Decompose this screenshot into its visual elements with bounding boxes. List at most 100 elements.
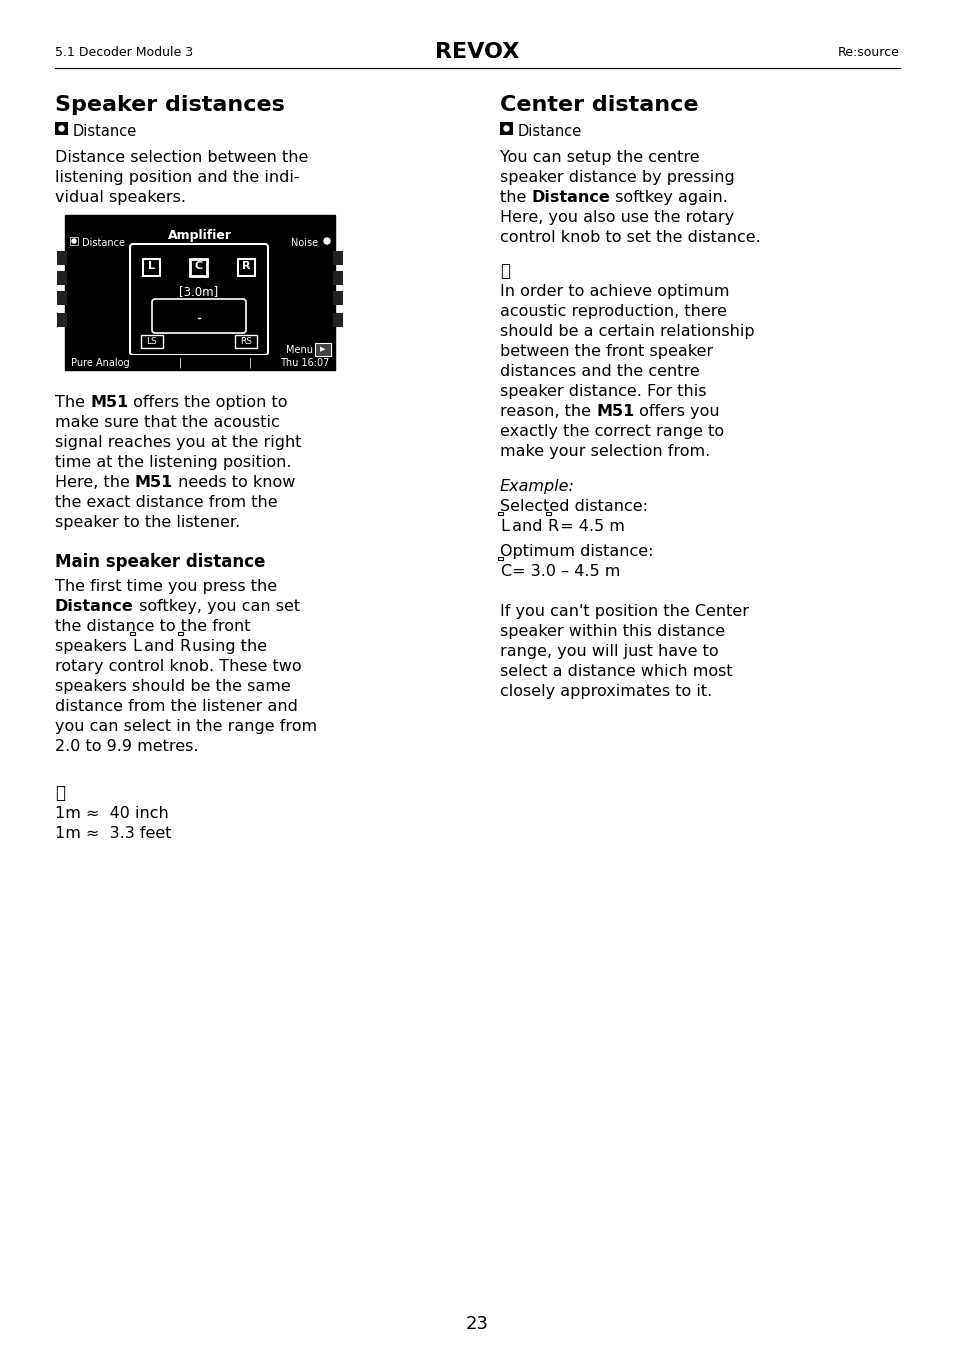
- Text: control knob to set the distance.: control knob to set the distance.: [499, 229, 760, 246]
- Text: using the: using the: [187, 639, 267, 654]
- Text: offers you: offers you: [634, 403, 720, 420]
- Text: 1m ≈  3.3 feet: 1m ≈ 3.3 feet: [55, 826, 172, 840]
- Bar: [234, 335, 256, 348]
- Text: The first time you press the: The first time you press the: [55, 579, 276, 594]
- Text: Amplifier: Amplifier: [168, 229, 232, 241]
- Text: Distance: Distance: [55, 599, 133, 614]
- Text: distances and the centre: distances and the centre: [499, 364, 699, 379]
- Circle shape: [503, 125, 509, 131]
- Bar: [55, 121, 68, 135]
- Circle shape: [324, 237, 330, 244]
- Text: C: C: [499, 564, 511, 579]
- Text: and: and: [139, 639, 179, 654]
- Text: 23: 23: [465, 1315, 488, 1333]
- Bar: [333, 271, 343, 285]
- Text: 1m ≈  40 inch: 1m ≈ 40 inch: [55, 805, 169, 822]
- Text: softkey again.: softkey again.: [610, 190, 727, 205]
- Text: signal reaches you at the right: signal reaches you at the right: [55, 434, 301, 451]
- Text: If you can't position the Center: If you can't position the Center: [499, 604, 748, 619]
- Bar: [70, 237, 78, 246]
- Text: R: R: [547, 519, 558, 534]
- Text: Center distance: Center distance: [499, 94, 698, 115]
- Text: the: the: [499, 190, 531, 205]
- Text: [3.0m]: [3.0m]: [179, 285, 218, 298]
- Text: |: |: [178, 357, 181, 368]
- Circle shape: [71, 239, 76, 243]
- Text: Distance selection between the: Distance selection between the: [55, 150, 308, 165]
- Bar: [333, 251, 343, 264]
- Bar: [130, 631, 135, 635]
- Bar: [333, 313, 343, 326]
- Text: rotary control knob. These two: rotary control knob. These two: [55, 660, 301, 674]
- Text: R: R: [242, 260, 251, 271]
- Text: Here, the: Here, the: [55, 475, 135, 490]
- Text: 5.1 Decoder Module 3: 5.1 Decoder Module 3: [55, 46, 193, 58]
- Text: time at the listening position.: time at the listening position.: [55, 455, 292, 469]
- Bar: [545, 513, 550, 515]
- Bar: [333, 291, 343, 305]
- Text: Main speaker distance: Main speaker distance: [55, 553, 265, 571]
- Text: 2.0 to 9.9 metres.: 2.0 to 9.9 metres.: [55, 739, 198, 754]
- Text: M51: M51: [90, 395, 129, 410]
- Bar: [191, 259, 208, 277]
- FancyBboxPatch shape: [152, 299, 246, 333]
- Bar: [65, 214, 335, 370]
- Text: should be a certain relationship: should be a certain relationship: [499, 324, 754, 339]
- Text: ⓘ: ⓘ: [55, 784, 65, 803]
- Text: You can setup the centre: You can setup the centre: [499, 150, 699, 165]
- Text: LS: LS: [147, 337, 157, 345]
- Text: speaker distance. For this: speaker distance. For this: [499, 384, 706, 399]
- Text: Distance: Distance: [517, 124, 581, 139]
- Text: Menu: Menu: [286, 345, 313, 355]
- Text: = 3.0 – 4.5 m: = 3.0 – 4.5 m: [506, 564, 619, 579]
- Text: R: R: [179, 639, 191, 654]
- Text: speaker within this distance: speaker within this distance: [499, 625, 724, 639]
- Text: distance from the listener and: distance from the listener and: [55, 699, 297, 714]
- Text: Pure Analog: Pure Analog: [71, 357, 130, 368]
- Text: Example:: Example:: [499, 479, 575, 494]
- Text: Distance: Distance: [531, 190, 610, 205]
- Bar: [237, 259, 254, 277]
- Text: L: L: [499, 519, 508, 534]
- Text: |: |: [248, 357, 252, 368]
- Text: select a distance which most: select a distance which most: [499, 664, 732, 679]
- Text: M51: M51: [135, 475, 173, 490]
- Text: you can select in the range from: you can select in the range from: [55, 719, 316, 734]
- Text: offers the option to: offers the option to: [129, 395, 288, 410]
- Text: acoustic reproduction, there: acoustic reproduction, there: [499, 304, 726, 318]
- Text: L: L: [132, 639, 141, 654]
- Text: REVOX: REVOX: [435, 42, 518, 62]
- Text: speaker to the listener.: speaker to the listener.: [55, 515, 240, 530]
- Text: Thu 16:07: Thu 16:07: [279, 357, 329, 368]
- Text: make sure that the acoustic: make sure that the acoustic: [55, 415, 279, 430]
- Bar: [57, 271, 67, 285]
- Text: Distance: Distance: [73, 124, 137, 139]
- Text: ⓘ: ⓘ: [499, 262, 510, 281]
- Bar: [499, 121, 513, 135]
- Text: speaker distance by pressing: speaker distance by pressing: [499, 170, 734, 185]
- Bar: [65, 355, 335, 371]
- Text: M51: M51: [596, 403, 634, 420]
- Text: L: L: [148, 260, 154, 271]
- Text: Re:source: Re:source: [838, 46, 899, 58]
- Text: needs to know: needs to know: [173, 475, 295, 490]
- Text: speakers: speakers: [55, 639, 132, 654]
- Bar: [57, 251, 67, 264]
- Text: between the front speaker: between the front speaker: [499, 344, 713, 359]
- Text: ▶: ▶: [320, 345, 325, 352]
- Circle shape: [59, 125, 64, 131]
- Text: the exact distance from the: the exact distance from the: [55, 495, 277, 510]
- Text: The: The: [55, 395, 90, 410]
- Text: In order to achieve optimum: In order to achieve optimum: [499, 285, 729, 299]
- Text: range, you will just have to: range, you will just have to: [499, 643, 718, 660]
- Text: and: and: [506, 519, 547, 534]
- Text: Speaker distances: Speaker distances: [55, 94, 285, 115]
- Bar: [143, 259, 160, 277]
- Text: make your selection from.: make your selection from.: [499, 444, 709, 459]
- FancyBboxPatch shape: [130, 244, 268, 355]
- Text: RS: RS: [240, 337, 252, 345]
- Bar: [314, 343, 331, 356]
- Text: C: C: [194, 260, 203, 271]
- Text: listening position and the indi-: listening position and the indi-: [55, 170, 299, 185]
- Bar: [57, 313, 67, 326]
